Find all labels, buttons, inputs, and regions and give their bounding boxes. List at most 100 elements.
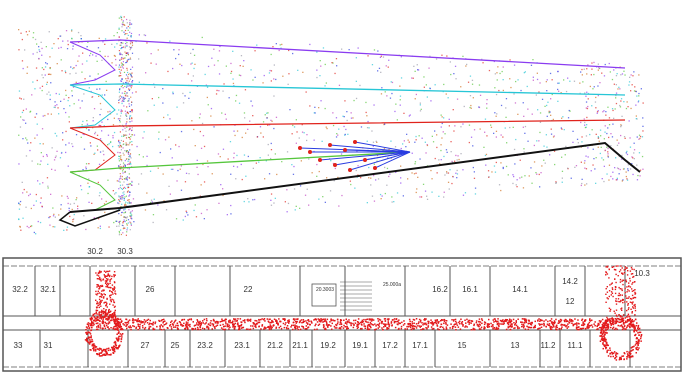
cloud-point [32,53,34,55]
cloud-point [316,76,318,79]
cloud-point [610,145,612,147]
path-point [249,318,252,321]
path-point [523,318,526,320]
cloud-point [130,96,132,98]
path-point [238,327,240,330]
path-point [91,320,93,323]
cloud-point [616,167,619,169]
cloud-point [603,75,606,77]
cloud-point [81,100,83,102]
path-point [94,344,96,347]
cloud-point [546,90,548,92]
cloud-point [82,52,84,54]
path-point [98,292,101,294]
cloud-point [130,104,133,106]
cloud-point [509,78,511,80]
path-point [205,322,207,324]
blue-ray [319,151,411,161]
cloud-point [252,115,254,117]
cloud-point [536,140,538,142]
path-point [640,336,642,338]
cloud-point [99,102,102,105]
cloud-point [70,66,72,68]
path-point [620,265,622,267]
cloud-point [629,137,631,139]
path-point [624,287,626,290]
cloud-point [131,81,133,83]
cloud-point [275,116,278,118]
path-point [475,321,478,324]
path-point [266,318,269,320]
path-point [359,327,362,330]
cloud-point [604,125,606,127]
cloud-point [128,183,130,185]
path-point [94,346,97,348]
path-point [102,312,105,315]
path-point [543,323,545,326]
cloud-point [163,116,165,119]
path-point [108,275,111,278]
path-point [114,281,116,284]
cloud-point [485,153,488,156]
cloud-point [604,63,606,66]
path-point [556,328,558,331]
path-point [622,355,625,357]
path-point [617,294,620,297]
path-point [514,324,516,326]
path-point [626,350,628,353]
cloud-point [201,122,204,125]
cloud-point [180,130,183,133]
cloud-point [607,155,609,157]
path-point [383,326,385,328]
cloud-point [515,80,517,83]
path-point [162,320,165,323]
cloud-point [60,152,63,154]
path-point [105,354,107,356]
path-point [295,325,298,327]
cloud-point [615,84,617,86]
cloud-point [608,62,610,65]
path-point [458,321,460,324]
path-point [199,320,201,323]
path-point [608,319,610,321]
path-point [183,318,186,321]
cloud-point [124,127,126,129]
cloud-point [172,93,174,95]
path-point [621,355,623,357]
path-point [116,338,118,340]
cloud-point [218,202,220,204]
path-point [142,326,144,329]
cloud-point [249,120,251,122]
path-point [406,328,408,330]
cloud-point [97,47,100,49]
path-point [511,323,513,325]
path-point [212,319,215,322]
cloud-point [120,157,122,159]
cloud-point [131,111,133,113]
cloud-point [129,156,131,158]
cloud-point [33,204,35,206]
cloud-point [251,105,254,107]
cloud-point [299,207,301,209]
cloud-point [120,80,123,82]
path-point [606,351,608,354]
cloud-point [122,168,124,171]
cloud-point [523,115,525,117]
path-point [473,328,476,331]
path-point [214,326,216,328]
cloud-point [413,173,416,175]
cloud-point [126,217,128,219]
cloud-point [127,187,129,189]
cloud-point [121,211,123,213]
path-point [263,318,265,321]
room-label: 20.3003 [316,287,334,293]
cloud-point [101,121,103,123]
cloud-point [379,193,382,196]
path-point [252,322,254,324]
purple-loop [69,41,116,86]
path-point [597,322,599,325]
cloud-point [118,75,121,77]
path-point [540,326,543,328]
path-point [270,327,272,329]
path-point [103,296,105,298]
